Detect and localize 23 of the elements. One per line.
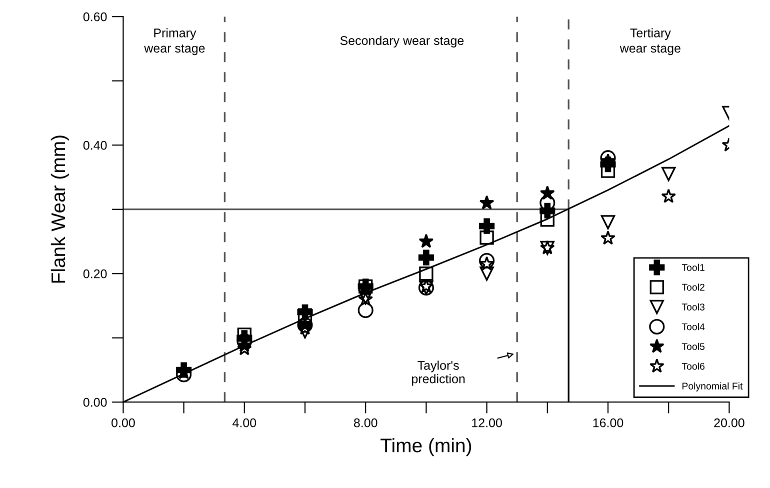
y-tick-label: 0.60 — [83, 12, 107, 22]
legend-label: Tool3 — [682, 303, 704, 310]
y-tick-label: 0.20 — [83, 269, 107, 278]
x-tick-label: 20.00 — [714, 418, 744, 428]
x-tick-label: 0.00 — [112, 418, 135, 428]
legend-label: Polynomial Fit — [682, 382, 743, 392]
legend-label: Tool2 — [682, 284, 704, 291]
legend-label: Tool5 — [682, 342, 705, 350]
legend-label: Tool4 — [682, 323, 705, 330]
annotation: Tertiary wear stage — [620, 28, 680, 56]
annotation: Taylor's prediction — [412, 360, 465, 386]
y-tick-label: 0.00 — [83, 398, 107, 407]
x-tick-label: 12.00 — [472, 418, 502, 428]
annotation: Secondary wear stage — [340, 36, 464, 48]
y-tick-label: 0.40 — [83, 140, 107, 150]
x-tick-label: 8.00 — [354, 418, 378, 428]
annotation: Primary wear stage — [144, 28, 205, 56]
legend-label: Tool1 — [682, 264, 704, 271]
y-axis-title: Flank Wear (mm) — [50, 136, 70, 283]
legend-label: Tool6 — [682, 362, 704, 370]
x-tick-label: 4.00 — [232, 418, 256, 428]
x-axis-title: Time (min) — [380, 438, 472, 456]
x-tick-label: 16.00 — [593, 418, 624, 428]
